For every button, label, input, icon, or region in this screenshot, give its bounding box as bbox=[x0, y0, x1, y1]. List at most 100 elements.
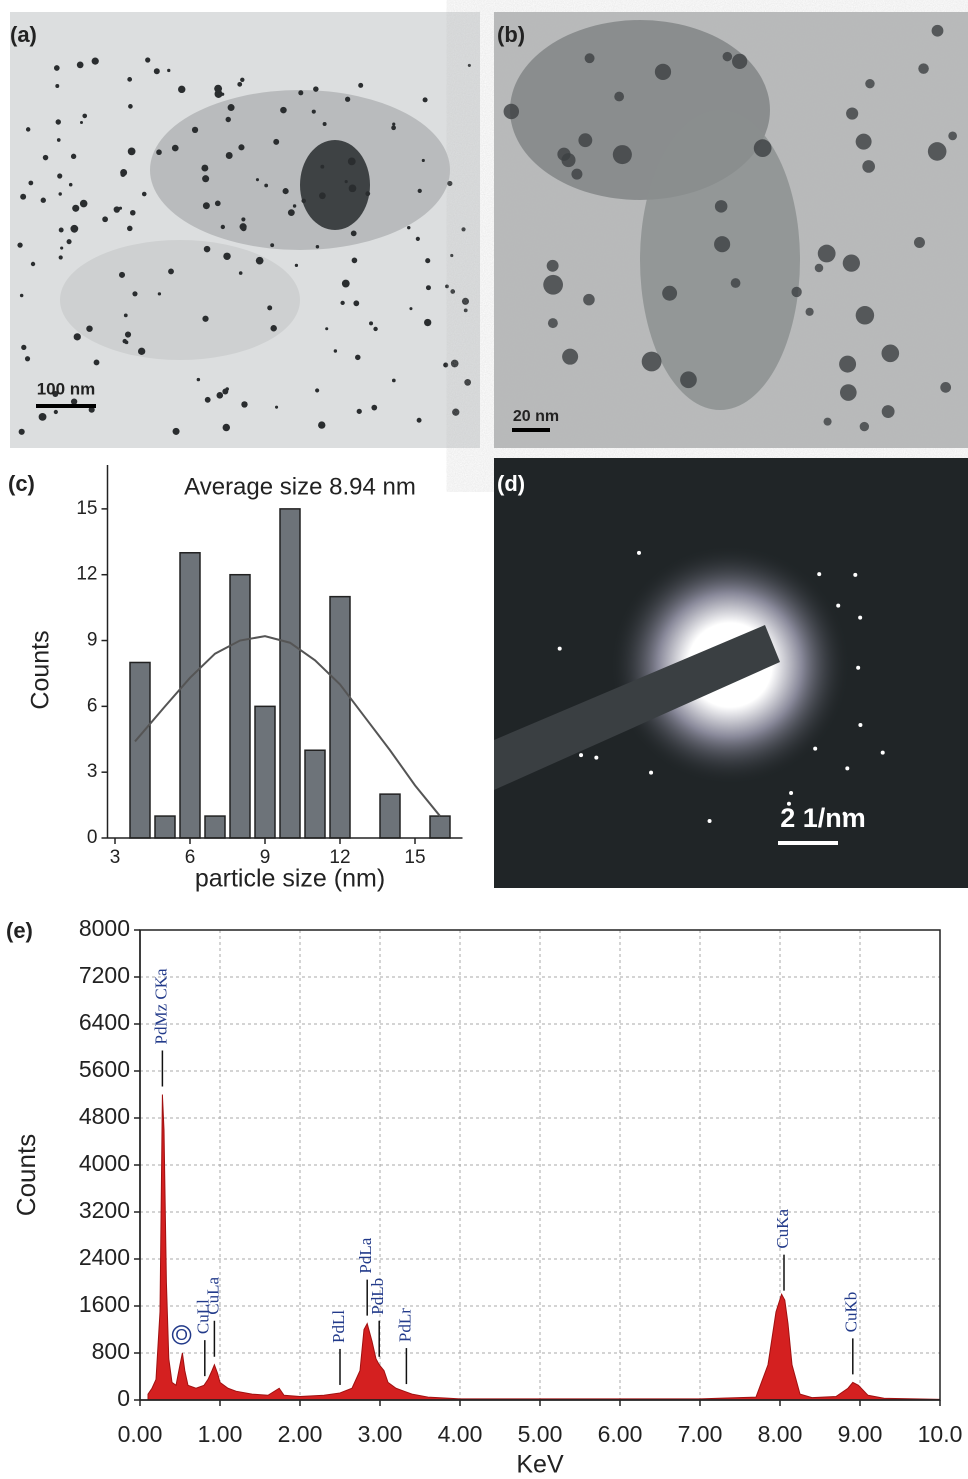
particle bbox=[17, 242, 22, 247]
particle bbox=[173, 428, 180, 435]
particle bbox=[241, 217, 245, 221]
y-tick-label: 0 bbox=[87, 827, 98, 848]
particle bbox=[642, 352, 662, 372]
panel-label: (d) bbox=[497, 471, 525, 496]
particle bbox=[238, 144, 244, 150]
spot bbox=[708, 819, 712, 823]
panel-label: (a) bbox=[10, 22, 37, 47]
particle bbox=[72, 205, 79, 212]
particle bbox=[239, 271, 243, 275]
particle bbox=[25, 356, 30, 361]
x-tick-label: 8.00 bbox=[758, 1421, 803, 1447]
particle bbox=[74, 333, 81, 340]
particle bbox=[754, 139, 772, 157]
particle bbox=[92, 58, 99, 65]
spot bbox=[558, 647, 562, 651]
particle bbox=[86, 325, 92, 331]
particle bbox=[280, 107, 287, 114]
spot bbox=[789, 791, 793, 795]
x-tick-label: 0.00 bbox=[118, 1421, 163, 1447]
x-tick-label: 12 bbox=[329, 847, 350, 868]
particle bbox=[154, 68, 160, 74]
spot bbox=[858, 616, 862, 620]
particle bbox=[846, 107, 858, 119]
particle bbox=[178, 86, 185, 93]
particle bbox=[120, 172, 125, 177]
particle bbox=[392, 123, 395, 126]
x-axis-label: KeV bbox=[516, 1451, 564, 1479]
particle bbox=[31, 262, 35, 266]
y-tick-label: 1600 bbox=[79, 1291, 130, 1317]
x-tick-label: 5.00 bbox=[518, 1421, 563, 1447]
particle bbox=[583, 294, 595, 306]
particle bbox=[369, 321, 373, 325]
particle bbox=[882, 405, 895, 418]
y-tick-label: 12 bbox=[76, 564, 97, 585]
particle bbox=[204, 246, 211, 253]
peak-label: CuKa bbox=[773, 1209, 792, 1249]
particle bbox=[424, 319, 431, 326]
panel-b bbox=[494, 12, 968, 448]
particle bbox=[928, 142, 947, 161]
y-tick-label: 3200 bbox=[79, 1197, 130, 1223]
particle bbox=[418, 189, 422, 193]
particle bbox=[216, 392, 223, 399]
particle bbox=[932, 25, 944, 37]
bar bbox=[280, 509, 300, 838]
particle bbox=[114, 206, 120, 212]
bar bbox=[380, 794, 400, 838]
particle bbox=[145, 57, 150, 62]
particle bbox=[348, 157, 356, 165]
particle bbox=[323, 122, 327, 126]
particle bbox=[60, 246, 63, 249]
particle bbox=[543, 275, 563, 295]
peak-label: CuLa bbox=[203, 1277, 222, 1315]
particle bbox=[409, 307, 412, 310]
particle bbox=[723, 52, 732, 61]
particle bbox=[130, 210, 136, 216]
y-tick-label: 15 bbox=[76, 498, 97, 519]
particle bbox=[839, 356, 856, 373]
particle bbox=[548, 318, 558, 328]
bar bbox=[155, 816, 175, 838]
peak-label: PdLa bbox=[356, 1237, 375, 1273]
peak-label: PdLl bbox=[329, 1310, 348, 1343]
particle bbox=[19, 429, 25, 435]
x-tick-label: 6 bbox=[185, 847, 196, 868]
particle bbox=[273, 139, 279, 145]
particle bbox=[407, 226, 410, 229]
bar bbox=[330, 597, 350, 838]
bar bbox=[305, 750, 325, 838]
particle bbox=[41, 198, 46, 203]
particle bbox=[71, 154, 76, 159]
panel-label: (c) bbox=[8, 471, 35, 496]
panel-label: (b) bbox=[497, 22, 525, 47]
particle bbox=[203, 202, 210, 209]
particle bbox=[578, 133, 592, 147]
spot bbox=[853, 573, 857, 577]
particle bbox=[680, 371, 697, 388]
spot bbox=[858, 723, 862, 727]
particle bbox=[662, 286, 677, 301]
particle bbox=[293, 204, 296, 207]
particle bbox=[325, 327, 328, 330]
peak-label: CuKb bbox=[842, 1292, 861, 1333]
particle bbox=[319, 192, 326, 199]
particle bbox=[142, 192, 147, 197]
particle bbox=[342, 280, 350, 288]
particle bbox=[80, 121, 83, 124]
particle bbox=[862, 160, 875, 173]
particle bbox=[128, 104, 133, 109]
particle bbox=[353, 300, 359, 306]
particle bbox=[270, 243, 274, 247]
particle bbox=[462, 298, 469, 305]
particle bbox=[571, 169, 582, 180]
particle bbox=[840, 384, 857, 401]
spot bbox=[649, 771, 653, 775]
particle bbox=[59, 192, 62, 195]
y-tick-label: 2400 bbox=[79, 1244, 130, 1270]
particle bbox=[223, 253, 230, 260]
bar bbox=[180, 553, 200, 838]
particle bbox=[451, 360, 459, 368]
particle bbox=[824, 418, 832, 426]
